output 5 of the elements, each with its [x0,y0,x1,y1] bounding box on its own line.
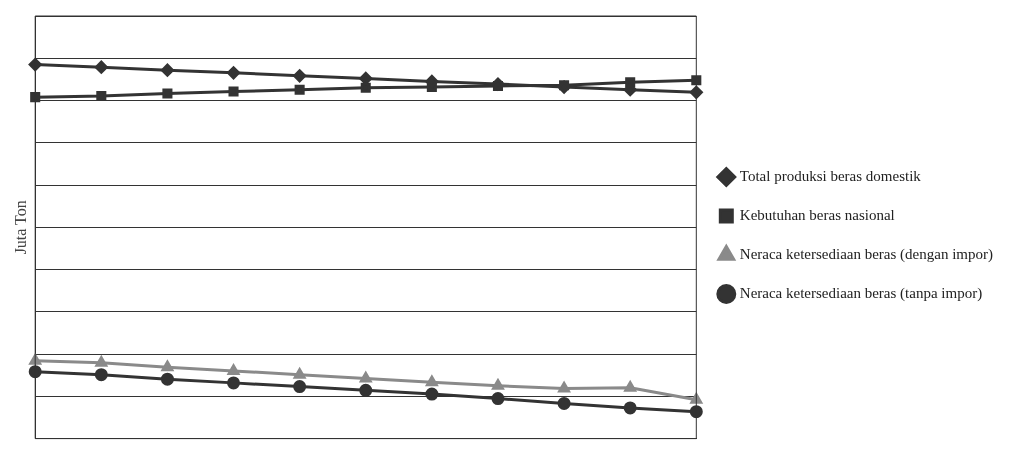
legend-label: Neraca ketersediaan beras (dengan impor) [739,245,993,263]
y-axis-title: Juta Ton [11,200,29,255]
legend-label: Neraca ketersediaan beras (tanpa impor) [739,284,983,302]
legend-label: Kebutuhan beras nasional [739,206,895,223]
legend-label: Total produksi beras domestik [739,167,922,184]
